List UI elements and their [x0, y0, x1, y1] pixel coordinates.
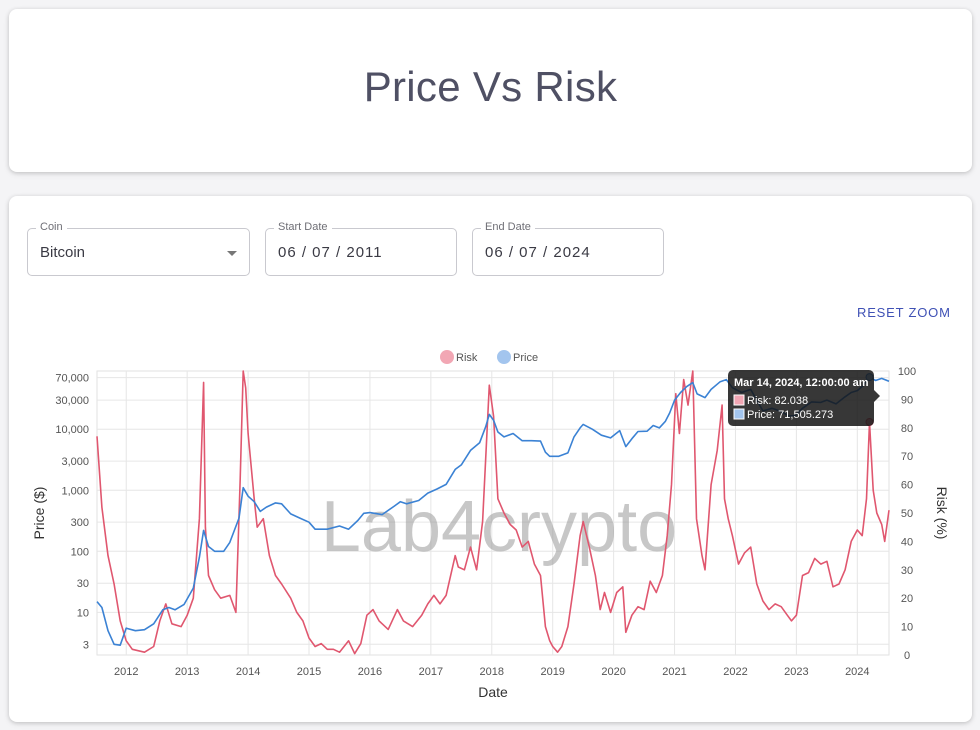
chart-legend[interactable]: Risk Price: [440, 350, 538, 364]
watermark: Lab4crypto: [321, 487, 677, 567]
page-title: Price Vs Risk: [363, 63, 618, 110]
coin-select[interactable]: Coin Bitcoin: [27, 221, 250, 276]
y-left-tick-label: 1,000: [61, 485, 89, 497]
reset-zoom-button[interactable]: RESET ZOOM: [857, 305, 951, 320]
legend-label-risk: Risk: [456, 352, 478, 364]
end-date-label: End Date: [481, 221, 535, 233]
y-right-tick-label: 60: [901, 480, 913, 492]
y-left-tick-label: 30: [77, 578, 89, 590]
x-tick-label: 2017: [419, 666, 443, 678]
legend-swatch-risk: [440, 350, 454, 364]
x-axis-title: Date: [478, 684, 508, 700]
x-tick-label: 2014: [236, 666, 260, 678]
title-card: Price Vs Risk: [9, 9, 972, 172]
end-date-value[interactable]: 06 / 07 / 2024: [485, 244, 591, 261]
coin-select-value: Bitcoin: [40, 244, 86, 261]
y-right-tick-label: 50: [901, 508, 913, 520]
chart-card: Coin Bitcoin Start Date 06 / 07 / 2011 E…: [9, 196, 972, 722]
x-tick-label: 2016: [358, 666, 382, 678]
tooltip-box: [728, 370, 874, 426]
x-tick-label: 2013: [175, 666, 199, 678]
y-right-tick-label: 90: [901, 394, 913, 406]
legend-swatch-price: [497, 350, 511, 364]
tooltip-caret: [874, 390, 880, 402]
risk-series-line: [96, 370, 890, 655]
chart-axes: 2012 2013 2014 2015 2016 2017 2018 2019 2020 2021…: [31, 366, 950, 700]
x-tick-label: 2015: [297, 666, 321, 678]
x-tick-label: 2020: [601, 666, 625, 678]
x-tick-label: 2021: [662, 666, 686, 678]
y-left-tick-label: 30,000: [55, 395, 89, 407]
y-left-tick-label: 10: [77, 607, 89, 619]
x-tick-label: 2018: [480, 666, 504, 678]
y-left-tick-label: 300: [71, 517, 89, 529]
y-right-tick-label: 40: [901, 536, 913, 548]
start-date-label: Start Date: [274, 221, 332, 233]
tooltip-price-text: Price: 71,505.273: [747, 409, 833, 421]
y-left-tick-label: 10,000: [55, 424, 89, 436]
y-left-tick-label: 70,000: [55, 373, 89, 385]
y-right-tick-label: 30: [901, 565, 913, 577]
coin-select-label: Coin: [36, 221, 67, 233]
chart-tooltip: Mar 14, 2024, 12:00:00 am Risk: 82.038 Pri…: [728, 370, 880, 426]
y-right-tick-label: 0: [904, 650, 910, 662]
x-tick-label: 2022: [723, 666, 747, 678]
start-date-field[interactable]: Start Date 06 / 07 / 2011: [265, 221, 457, 276]
end-date-field[interactable]: End Date 06 / 07 / 2024: [472, 221, 664, 276]
chevron-down-icon[interactable]: [227, 251, 237, 256]
price-risk-chart[interactable]: Lab4crypto 2012 2013 2014 2015 2016 2017 2018 2…: [9, 196, 972, 722]
tooltip-price-swatch: [733, 408, 745, 420]
tooltip-risk-text: Risk: 82.038: [747, 395, 808, 407]
x-tick-label: 2012: [114, 666, 138, 678]
x-tick-label: 2019: [540, 666, 564, 678]
y-right-tick-label: 70: [901, 451, 913, 463]
tooltip-risk-swatch: [733, 394, 745, 406]
legend-label-price: Price: [513, 352, 538, 364]
y-left-tick-label: 3,000: [61, 456, 89, 468]
tooltip-title: Mar 14, 2024, 12:00:00 am: [734, 377, 869, 389]
y-left-tick-label: 3: [83, 639, 89, 651]
y-left-tick-label: 100: [71, 546, 89, 558]
y-right-axis-title: Risk (%): [934, 487, 950, 540]
y-right-tick-label: 80: [901, 423, 913, 435]
y-right-tick-label: 10: [901, 622, 913, 634]
y-right-tick-label: 100: [898, 366, 916, 378]
y-right-tick-label: 20: [901, 593, 913, 605]
x-tick-label: 2023: [784, 666, 808, 678]
start-date-value[interactable]: 06 / 07 / 2011: [278, 244, 383, 261]
y-left-axis-title: Price ($): [31, 487, 47, 540]
x-tick-label: 2024: [845, 666, 869, 678]
